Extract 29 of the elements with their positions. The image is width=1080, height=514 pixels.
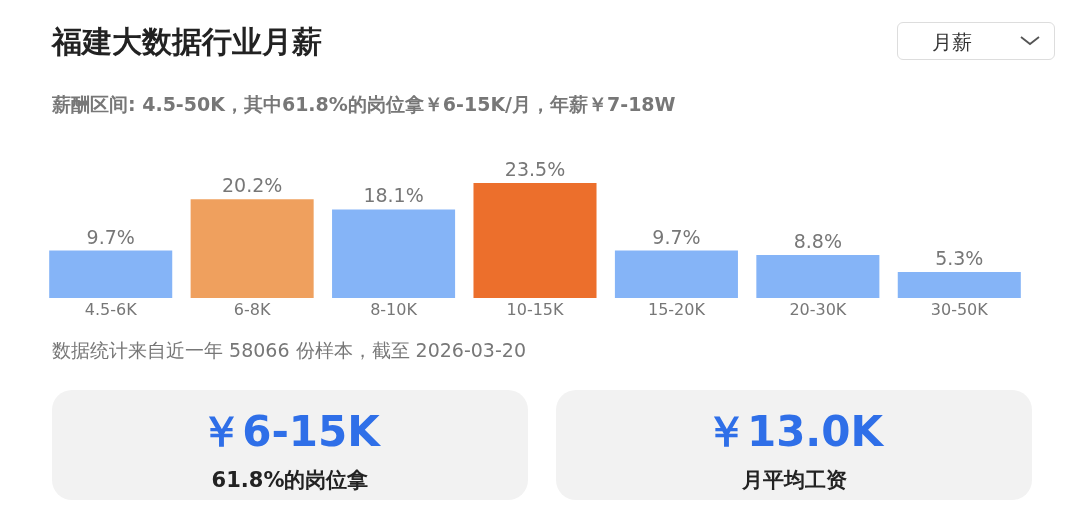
bar: [473, 183, 597, 298]
x-tick-label: 6-8K: [233, 300, 271, 319]
text: 61.8%的岗位拿: [210, 467, 370, 494]
bar: [332, 209, 456, 298]
x-tick-label: 30-50K: [930, 300, 989, 319]
text: ￥6-15K: [199, 406, 382, 458]
data-label: 5.3%: [935, 247, 984, 270]
data-label: 9.7%: [86, 225, 135, 248]
data-label: 8.8%: [793, 229, 842, 252]
data-label: 20.2%: [221, 174, 283, 197]
bar: [190, 199, 314, 298]
bar: [897, 272, 1021, 298]
x-tick-label: 20-30K: [789, 300, 847, 319]
x-tick-label: 4.5-6K: [84, 300, 138, 319]
bar: [614, 250, 738, 298]
bar: [756, 254, 880, 298]
bar: [49, 250, 173, 298]
chart-subtitle: 薪酬区间: 4.5-50K，其中61.8%的岗位拿￥6-15K/月，年薪￥7-18W: [52, 92, 677, 117]
text: 数据统计来自近一年 58066 份样本，截至 2026-03-20: [52, 338, 526, 363]
x-tick-label: 8-10K: [370, 300, 418, 319]
x-tick-label: 10-15K: [506, 300, 564, 319]
data-label: 23.5%: [504, 158, 566, 180]
chart-title: 福建大数据行业月薪: [52, 23, 322, 61]
x-tick-label: 15-20K: [647, 300, 706, 319]
text: 月平均工资: [740, 467, 848, 494]
data-label: 9.7%: [652, 225, 701, 248]
text: ￥13.0K: [703, 406, 885, 458]
text: 月薪: [932, 30, 972, 54]
data-label: 18.1%: [363, 184, 424, 207]
